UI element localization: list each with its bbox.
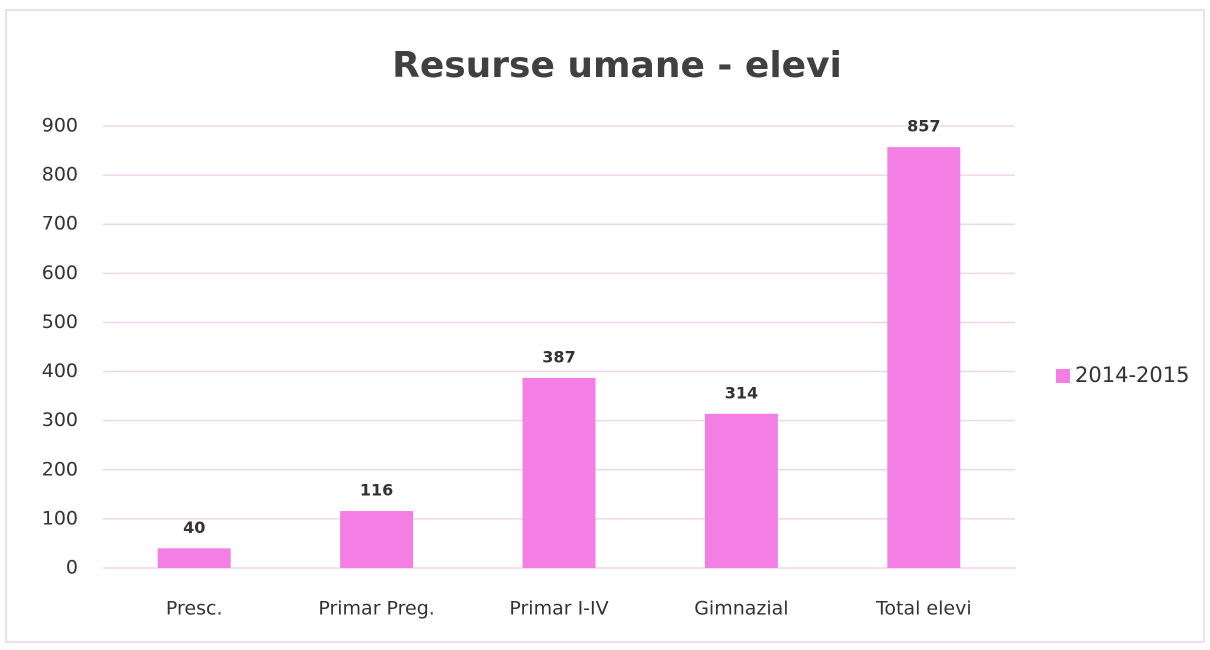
legend-swatch xyxy=(1056,369,1070,383)
data-label: 387 xyxy=(542,347,575,366)
data-label: 40 xyxy=(183,518,205,537)
bar xyxy=(340,511,414,568)
y-tick-label: 400 xyxy=(42,360,78,382)
y-tick-label: 800 xyxy=(42,164,78,186)
bar xyxy=(704,413,778,568)
data-label: 857 xyxy=(907,117,940,136)
y-tick-label: 0 xyxy=(66,557,78,579)
data-label: 314 xyxy=(725,383,758,402)
bar xyxy=(157,548,231,568)
bar xyxy=(887,147,961,568)
bar xyxy=(522,377,596,568)
x-tick-label: Presc. xyxy=(166,598,223,620)
y-tick-label: 100 xyxy=(42,507,78,529)
x-tick-label: Gimnazial xyxy=(694,598,788,620)
data-label: 116 xyxy=(360,481,393,500)
y-tick-label: 300 xyxy=(42,409,78,431)
y-tick-label: 700 xyxy=(42,213,78,235)
chart-frame xyxy=(5,9,1205,643)
y-tick-label: 600 xyxy=(42,262,78,284)
x-tick-label: Total elevi xyxy=(875,598,972,620)
x-tick-label: Primar I-IV xyxy=(509,598,608,620)
chart-title: Resurse umane - elevi xyxy=(392,45,842,86)
y-tick-label: 500 xyxy=(42,311,78,333)
legend-label: 2014-2015 xyxy=(1075,363,1189,387)
y-tick-label: 200 xyxy=(42,458,78,480)
y-tick-label: 900 xyxy=(42,115,78,137)
x-tick-label: Primar Preg. xyxy=(318,598,435,620)
